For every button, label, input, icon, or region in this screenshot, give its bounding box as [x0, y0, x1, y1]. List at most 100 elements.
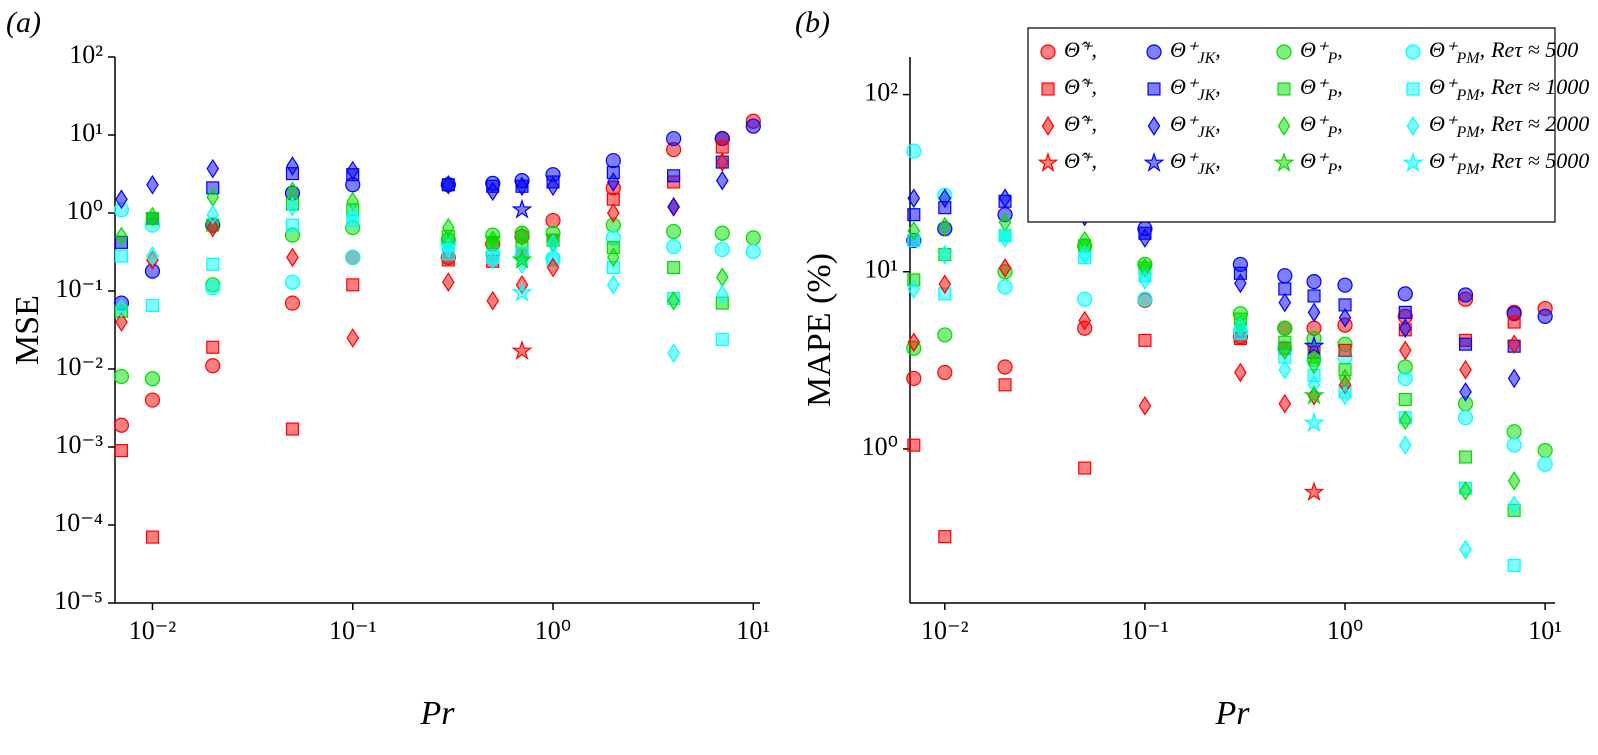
data-point	[144, 392, 161, 408]
y-tick-label: 10⁰	[67, 196, 103, 225]
data-point	[907, 221, 921, 241]
data-point	[715, 267, 729, 288]
data-point	[667, 169, 681, 183]
data-point	[1507, 334, 1521, 355]
data-point	[607, 172, 620, 192]
data-point	[714, 225, 730, 241]
data-point	[1338, 343, 1352, 357]
data-point	[286, 196, 299, 217]
data-point	[346, 160, 360, 181]
legend-marker	[1406, 82, 1420, 96]
data-point	[998, 188, 1012, 209]
legend-label: Θ⁺PM,	[1429, 74, 1485, 104]
data-point	[1338, 307, 1352, 328]
data-point	[511, 340, 533, 360]
y-axis-label: MAPE (%)	[801, 253, 838, 407]
data-point	[997, 279, 1013, 295]
data-point	[907, 332, 921, 353]
data-point	[1138, 228, 1152, 248]
legend-marker	[1276, 44, 1292, 60]
data-point	[146, 206, 159, 227]
data-point	[715, 170, 729, 191]
data-point	[997, 359, 1013, 375]
data-point	[937, 327, 953, 343]
data-point	[345, 249, 361, 265]
data-point	[1537, 442, 1553, 459]
data-point	[1459, 539, 1472, 560]
data-point	[998, 378, 1012, 392]
data-point	[1337, 277, 1353, 293]
data-point	[667, 290, 680, 311]
data-point	[1338, 385, 1352, 406]
data-point	[286, 247, 299, 268]
y-axis-label: MSE	[9, 295, 46, 365]
data-point	[666, 239, 682, 255]
data-point	[346, 328, 360, 348]
data-point	[511, 249, 533, 269]
data-point	[1398, 392, 1412, 407]
data-point	[1507, 471, 1521, 491]
data-point	[546, 257, 560, 278]
legend-marker	[1402, 152, 1424, 172]
data-point	[1397, 286, 1413, 302]
data-point	[284, 274, 301, 290]
data-point	[666, 223, 682, 240]
data-point	[545, 212, 561, 229]
data-point	[1234, 316, 1247, 337]
x-tick-label: 10⁰	[1327, 616, 1363, 645]
legend-row-label: Reτ ≈ 500	[1490, 37, 1578, 62]
data-point	[1507, 495, 1521, 516]
data-point	[1307, 302, 1321, 323]
data-point	[1077, 291, 1093, 307]
data-point	[114, 249, 128, 263]
legend-label: Θ⁺P,	[1300, 148, 1343, 178]
data-point	[667, 343, 680, 363]
y-tick-label: 10²	[69, 40, 103, 69]
legend-label: Θ⁺PM,	[1429, 111, 1485, 141]
data-point	[511, 198, 533, 219]
data-point	[938, 216, 952, 237]
data-point	[346, 278, 360, 292]
data-point	[515, 226, 529, 247]
data-point	[1306, 273, 1322, 290]
legend-marker	[1146, 44, 1162, 60]
data-point	[115, 312, 128, 332]
legend-marker	[1147, 82, 1161, 96]
y-tick-label: 10⁻⁵	[54, 586, 103, 615]
legend-label: Θ⁺PM,	[1429, 37, 1485, 67]
data-point	[1138, 333, 1152, 347]
data-point	[1398, 435, 1412, 456]
data-point	[907, 188, 921, 209]
legend-marker	[1277, 116, 1291, 136]
data-point	[1138, 270, 1152, 290]
data-point	[998, 258, 1012, 278]
data-point	[1307, 289, 1321, 303]
data-point	[1078, 461, 1092, 475]
legend-label: Θ⁺JK,	[1170, 111, 1221, 141]
data-point	[114, 444, 128, 458]
legend-marker	[1041, 116, 1055, 136]
legend-marker	[1277, 82, 1291, 96]
data-point	[605, 152, 621, 169]
y-tick-label: 10⁻¹	[55, 274, 103, 303]
data-point	[441, 217, 455, 238]
data-point	[715, 284, 729, 305]
data-point	[1398, 410, 1412, 431]
data-point	[1459, 381, 1472, 402]
data-point	[546, 176, 560, 197]
data-point	[907, 208, 921, 222]
data-point	[285, 218, 300, 232]
data-point	[441, 238, 455, 259]
y-tick-label: 10²	[864, 78, 898, 107]
legend-marker	[1273, 152, 1295, 172]
data-point	[938, 530, 952, 544]
legend-label: Θ⁺P,	[1300, 111, 1343, 141]
data-point	[441, 174, 455, 195]
legend-marker	[1147, 116, 1161, 136]
data-point	[1303, 335, 1325, 356]
y-tick-label: 10¹	[864, 255, 898, 284]
data-point	[937, 364, 953, 381]
panel-label: (a)	[6, 6, 41, 39]
x-tick-label: 10¹	[736, 616, 770, 645]
